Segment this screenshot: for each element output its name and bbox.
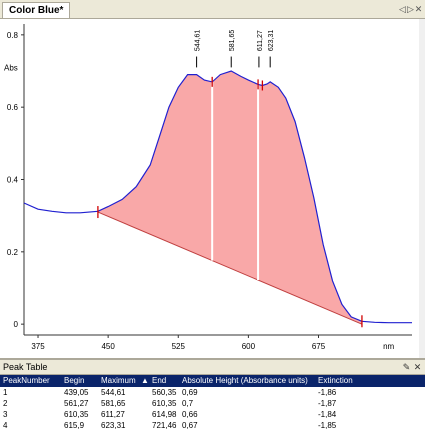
cell-end: 560,35 <box>152 388 177 397</box>
cell-absolute-height: 0,7 <box>182 399 194 408</box>
y-axis-label: Abs <box>4 63 18 72</box>
cell-peak-number: 3 <box>3 410 8 419</box>
cell-end: 610,35 <box>152 399 177 408</box>
cell-extinction: -1,85 <box>318 421 337 430</box>
x-axis-label: nm <box>383 342 394 351</box>
col-begin[interactable]: Begin <box>64 376 85 385</box>
tab-scroll-right-icon[interactable]: ▷ <box>407 4 414 14</box>
cell-extinction: -1,86 <box>318 388 337 397</box>
col-peak-number[interactable]: PeakNumber <box>3 376 50 385</box>
peak-baseline <box>97 211 363 325</box>
chart-scrollbar[interactable] <box>419 19 425 358</box>
spectrum-chart-pane[interactable]: 0 0.2 0.4 0.6 0.8 Abs 375 450 525 600 675 nm 544,61 5… <box>0 19 425 359</box>
cell-peak-number: 4 <box>3 421 8 430</box>
x-tick-label: 675 <box>312 342 326 351</box>
cell-absolute-height: 0,69 <box>182 388 198 397</box>
cell-begin: 561,27 <box>64 399 89 408</box>
close-tab-icon[interactable]: ✕ <box>414 4 423 14</box>
close-icon[interactable]: ✕ <box>413 362 422 372</box>
cell-absolute-height: 0,66 <box>182 410 198 419</box>
cell-begin: 439,05 <box>64 388 89 397</box>
cell-maximum: 611,27 <box>101 410 125 419</box>
cell-peak-number: 2 <box>3 399 8 408</box>
x-tick-label: 450 <box>101 342 115 351</box>
cell-extinction: -1,87 <box>318 399 337 408</box>
cell-extinction: -1,84 <box>318 410 337 419</box>
col-maximum[interactable]: Maximum <box>101 376 136 385</box>
col-extinction[interactable]: Extinction <box>318 376 353 385</box>
cell-end: 614,98 <box>152 410 177 419</box>
peak-table-header: Peak Table ✎ ✕ <box>0 359 425 375</box>
table-row[interactable]: 3 610,35 611,27 614,98 0,66 -1,84 <box>0 410 425 420</box>
y-tick-label: 0.6 <box>7 103 19 112</box>
y-tick-label: 0.2 <box>7 248 19 257</box>
x-tick-label: 525 <box>172 342 186 351</box>
cell-maximum: 544,61 <box>101 388 126 397</box>
peak-label: 544,61 <box>195 30 202 52</box>
x-tick-label: 600 <box>242 342 256 351</box>
sort-ascending-icon: ▲ <box>141 376 149 385</box>
y-tick-label: 0.4 <box>7 176 19 185</box>
x-tick-label: 375 <box>31 342 45 351</box>
peak-table-title: Peak Table <box>3 362 48 372</box>
cell-begin: 610,35 <box>64 410 89 419</box>
tab-color-blue[interactable]: Color Blue* <box>2 2 71 18</box>
cell-absolute-height: 0,67 <box>182 421 198 430</box>
peak-table-column-header: PeakNumber Begin Maximum ▲ End Absolute … <box>0 375 425 387</box>
peak-label: 611,27 <box>257 30 264 51</box>
table-row[interactable]: 4 615,9 623,31 721,46 0,67 -1,85 <box>0 421 425 431</box>
table-row[interactable]: 2 561,27 581,65 610,35 0,7 -1,87 <box>0 399 425 409</box>
cell-begin: 615,9 <box>64 421 85 430</box>
cell-maximum: 581,65 <box>101 399 126 408</box>
cell-maximum: 623,31 <box>101 421 126 430</box>
col-end[interactable]: End <box>152 376 167 385</box>
tab-scroll-left-icon[interactable]: ◁ <box>399 4 406 14</box>
cell-end: 721,46 <box>152 421 177 430</box>
y-tick-label: 0.8 <box>7 31 19 40</box>
y-tick-label: 0 <box>14 320 19 329</box>
cell-peak-number: 1 <box>3 388 8 397</box>
peak-label: 623,31 <box>268 30 275 52</box>
table-row[interactable]: 1 439,05 544,61 560,35 0,69 -1,86 <box>0 388 425 398</box>
col-absolute-height[interactable]: Absolute Height (Absorbance units) <box>182 376 308 385</box>
spectrum-chart[interactable]: 0 0.2 0.4 0.6 0.8 Abs 375 450 525 600 675 nm 544,61 5… <box>0 19 419 358</box>
document-tab-bar: Color Blue* ◁ ▷ ✕ <box>0 0 425 19</box>
pin-icon[interactable]: ✎ <box>402 362 411 372</box>
spectrum-curve[interactable] <box>23 70 412 324</box>
peak-area-fill <box>97 71 362 325</box>
peak-label: 581,65 <box>229 30 236 52</box>
peak-table: PeakNumber Begin Maximum ▲ End Absolute … <box>0 375 425 436</box>
